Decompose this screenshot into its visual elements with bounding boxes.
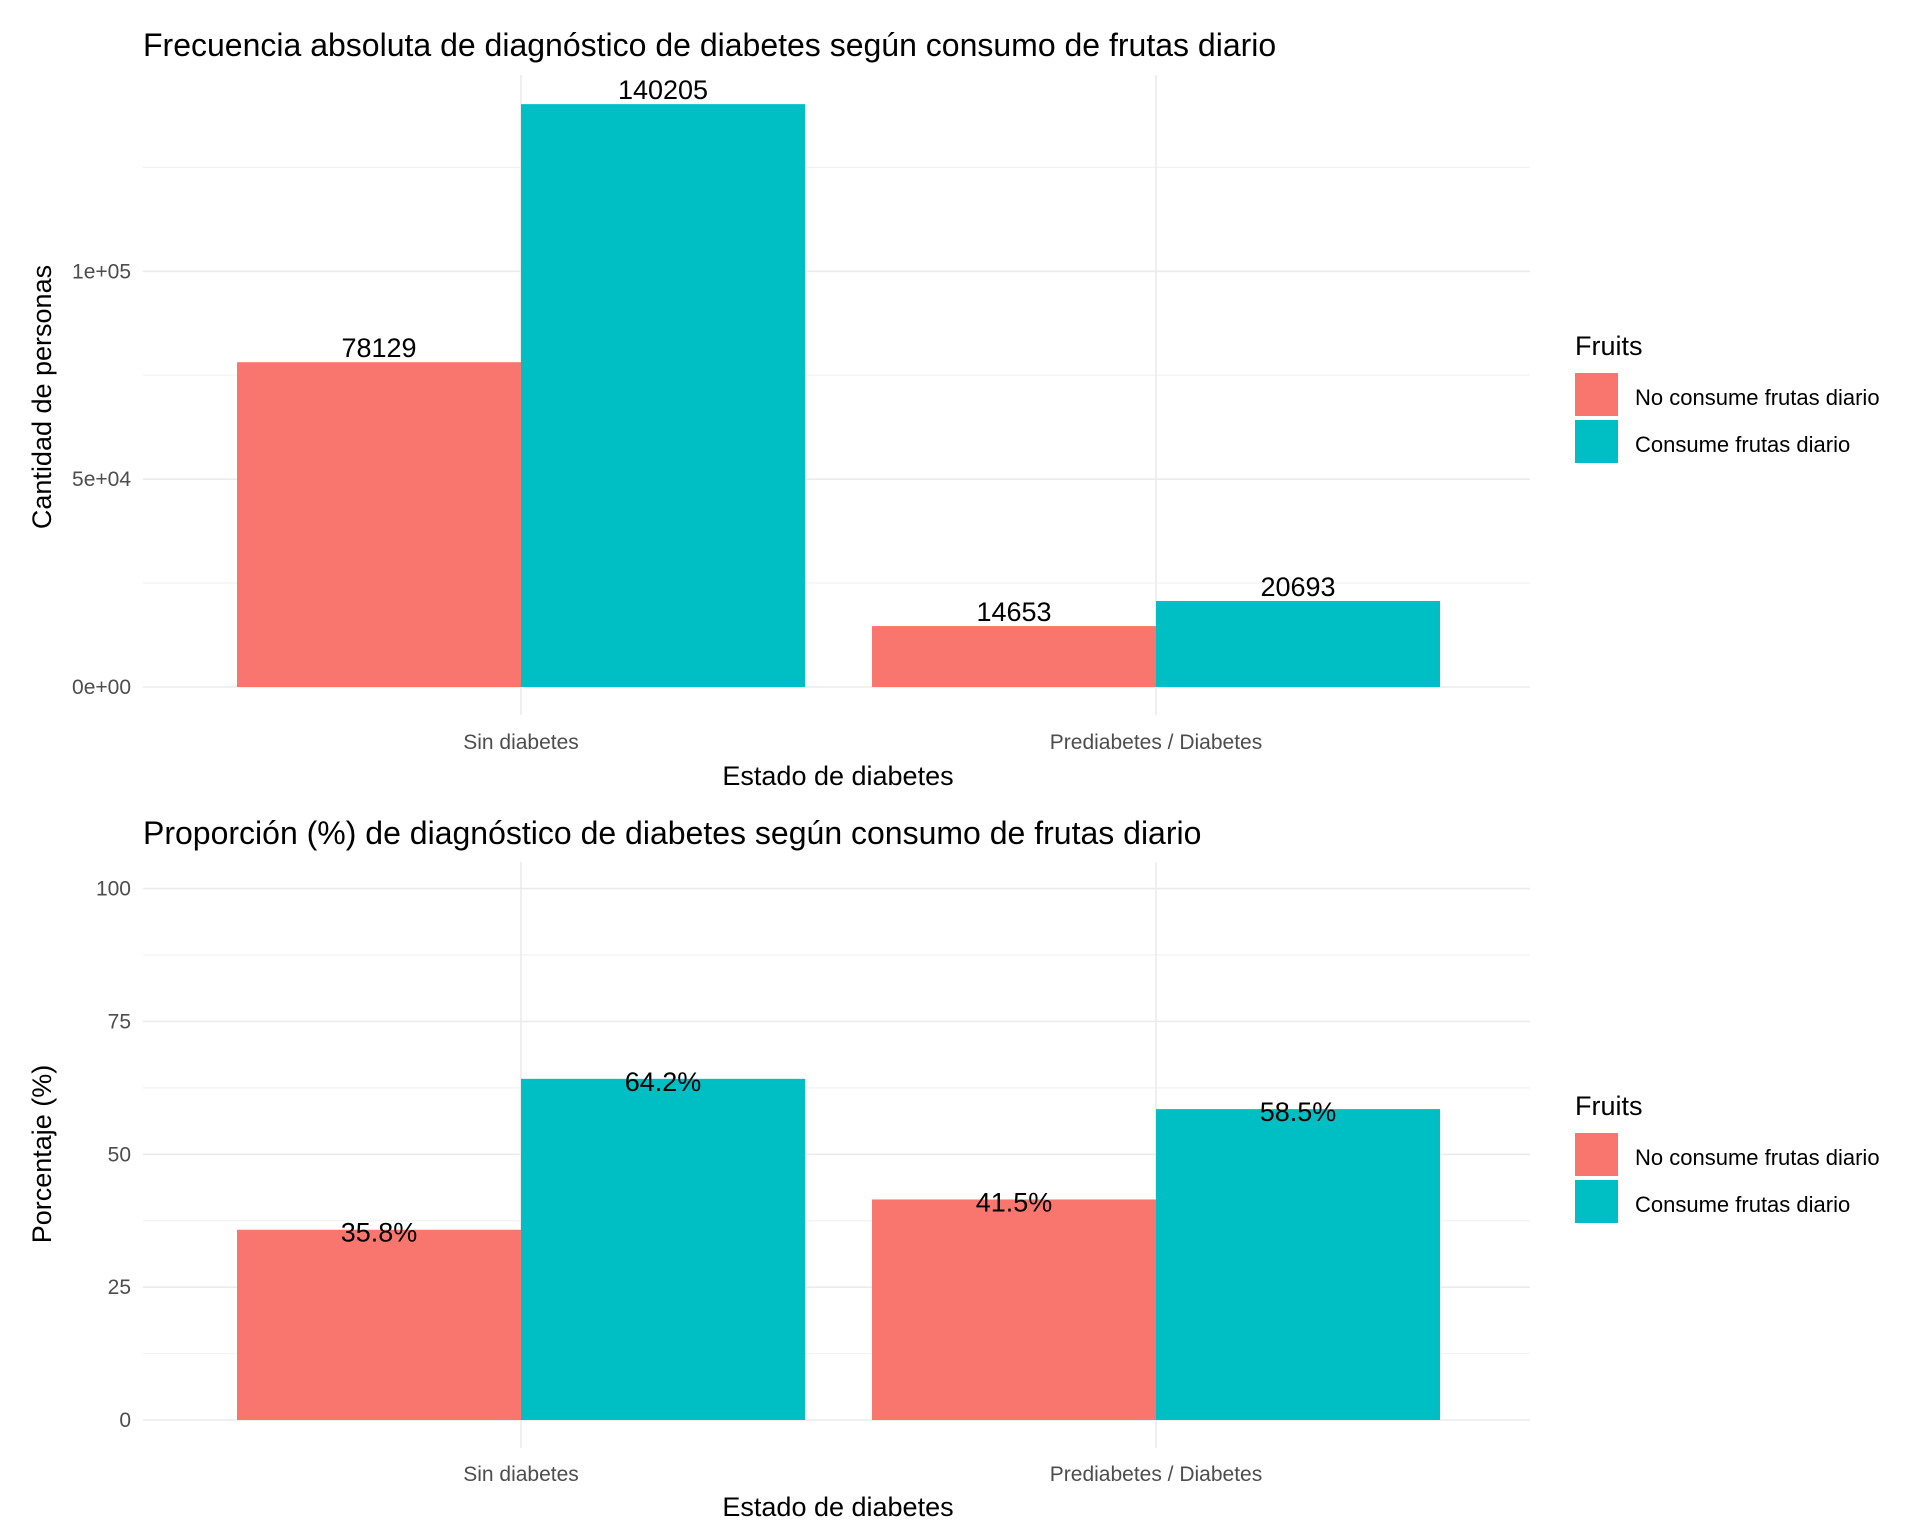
bars bbox=[237, 1078, 1440, 1420]
y-tick-label: 25 bbox=[108, 1276, 131, 1299]
y-axis-title: Porcentaje (%) bbox=[27, 1065, 57, 1244]
bar-data-label: 20693 bbox=[1260, 572, 1335, 602]
bar-labels: 35.8% 41.5% 64.2% 58.5% bbox=[341, 1067, 1337, 1248]
y-tick-label: 50 bbox=[108, 1143, 131, 1166]
bar bbox=[237, 362, 521, 687]
bars bbox=[237, 104, 1440, 688]
chart-title: Proporción (%) de diagnóstico de diabete… bbox=[143, 815, 1201, 851]
legend-label-no-consume: No consume frutas diario bbox=[1635, 1145, 1880, 1170]
y-tick-label: 1e+05 bbox=[72, 260, 131, 283]
bar bbox=[521, 104, 805, 688]
bar-data-label: 58.5% bbox=[1260, 1097, 1337, 1127]
bar bbox=[872, 626, 1156, 687]
bar-data-label: 35.8% bbox=[341, 1218, 418, 1248]
legend-label-consume: Consume frutas diario bbox=[1635, 432, 1850, 457]
legend-label-no-consume: No consume frutas diario bbox=[1635, 385, 1880, 410]
bar bbox=[521, 1078, 805, 1420]
legend: Fruits No consume frutas diario Consume … bbox=[1575, 1091, 1880, 1223]
bar-data-label: 14653 bbox=[976, 597, 1051, 627]
y-tick-label: 0 bbox=[119, 1409, 131, 1432]
y-tick-labels: 0 25 50 75 100 bbox=[96, 878, 131, 1432]
legend: Fruits No consume frutas diario Consume … bbox=[1575, 331, 1880, 463]
legend-swatch-consume bbox=[1575, 420, 1618, 463]
y-tick-label: 0e+00 bbox=[72, 676, 131, 699]
x-axis-title: Estado de diabetes bbox=[722, 761, 953, 791]
legend-title: Fruits bbox=[1575, 331, 1643, 361]
x-tick-label: Prediabetes / Diabetes bbox=[1050, 731, 1262, 754]
bar-data-label: 41.5% bbox=[976, 1187, 1053, 1217]
chart-proportion: Proporción (%) de diagnóstico de diabete… bbox=[27, 815, 1880, 1522]
bar bbox=[872, 1199, 1156, 1420]
x-tick-labels: Sin diabetes Prediabetes / Diabetes bbox=[463, 731, 1262, 754]
bar bbox=[1156, 600, 1440, 687]
bar-labels: 78129 14653 140205 20693 bbox=[341, 75, 1335, 627]
x-tick-label: Sin diabetes bbox=[463, 1463, 579, 1486]
bar-data-label: 64.2% bbox=[625, 1067, 702, 1097]
chart-absolute-frequency: Frecuencia absoluta de diagnóstico de di… bbox=[27, 27, 1880, 791]
legend-title: Fruits bbox=[1575, 1091, 1643, 1121]
bar-data-label: 78129 bbox=[341, 333, 416, 363]
chart-title: Frecuencia absoluta de diagnóstico de di… bbox=[143, 27, 1276, 63]
y-tick-label: 5e+04 bbox=[72, 468, 131, 491]
legend-swatch-no-consume bbox=[1575, 1133, 1618, 1176]
legend-swatch-consume bbox=[1575, 1180, 1618, 1223]
legend-swatch-no-consume bbox=[1575, 373, 1618, 416]
bar-data-label: 140205 bbox=[618, 75, 708, 105]
y-tick-label: 75 bbox=[108, 1010, 131, 1033]
bar bbox=[237, 1229, 521, 1420]
y-axis-title: Cantidad de personas bbox=[27, 265, 57, 529]
x-tick-label: Prediabetes / Diabetes bbox=[1050, 1463, 1262, 1486]
x-axis-title: Estado de diabetes bbox=[722, 1492, 953, 1522]
y-tick-labels: 0e+00 5e+04 1e+05 bbox=[72, 260, 131, 699]
y-tick-label: 100 bbox=[96, 878, 131, 901]
x-tick-labels: Sin diabetes Prediabetes / Diabetes bbox=[463, 1463, 1262, 1486]
x-tick-label: Sin diabetes bbox=[463, 731, 579, 754]
bar bbox=[1156, 1109, 1440, 1420]
legend-label-consume: Consume frutas diario bbox=[1635, 1192, 1850, 1217]
